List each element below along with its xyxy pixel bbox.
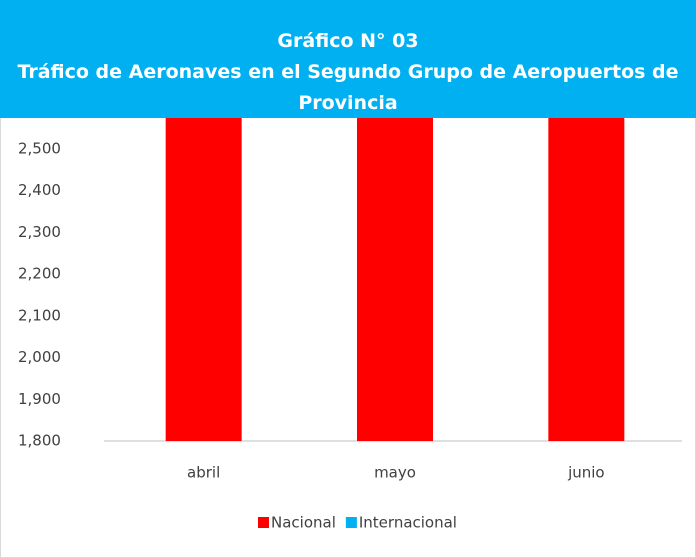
chart-title: Gráfico N° 03 <box>277 30 419 52</box>
y-tick-label: 2,000 <box>18 348 61 366</box>
legend-swatch <box>258 517 269 528</box>
x-tick-label: junio <box>567 464 605 482</box>
y-tick-label: 2,500 <box>18 140 61 158</box>
x-tick-label: mayo <box>374 464 416 482</box>
y-tick-label: 2,100 <box>18 306 61 324</box>
legend-label: Internacional <box>359 514 457 532</box>
y-tick-label: 1,900 <box>18 390 61 408</box>
x-tick-label: abril <box>187 464 220 482</box>
chart-subtitle: Tráfico de Aeronaves en el Segundo Grupo… <box>17 61 679 114</box>
y-tick-label: 2,400 <box>18 181 61 199</box>
y-tick-label: 2,200 <box>18 265 61 283</box>
legend-swatch <box>345 517 357 528</box>
chart-title-banner: Gráfico N° 03 Tráfico de Aeronaves en el… <box>0 0 696 118</box>
legend-label: Nacional <box>271 514 336 532</box>
y-tick-label: 2,300 <box>18 223 61 241</box>
y-tick-label: 1,800 <box>18 432 61 450</box>
